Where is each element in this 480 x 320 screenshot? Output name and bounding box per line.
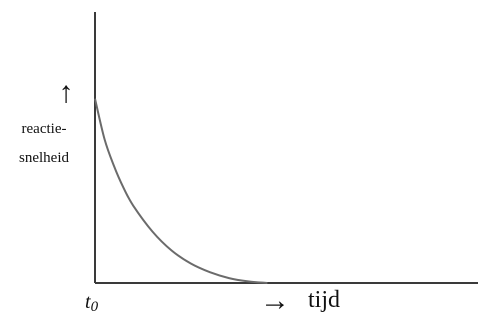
y-axis-label-line-2: snelheid [19, 150, 69, 166]
reaction-rate-curve [94, 98, 268, 284]
x-tick-label-0: t0 [85, 291, 99, 315]
x-axis-arrow: → [260, 284, 290, 317]
y-axis-arrow: ↑ [59, 76, 74, 109]
x-axis-label: tijd [308, 287, 340, 313]
y-axis-label-line-1: reactie- [22, 121, 67, 137]
